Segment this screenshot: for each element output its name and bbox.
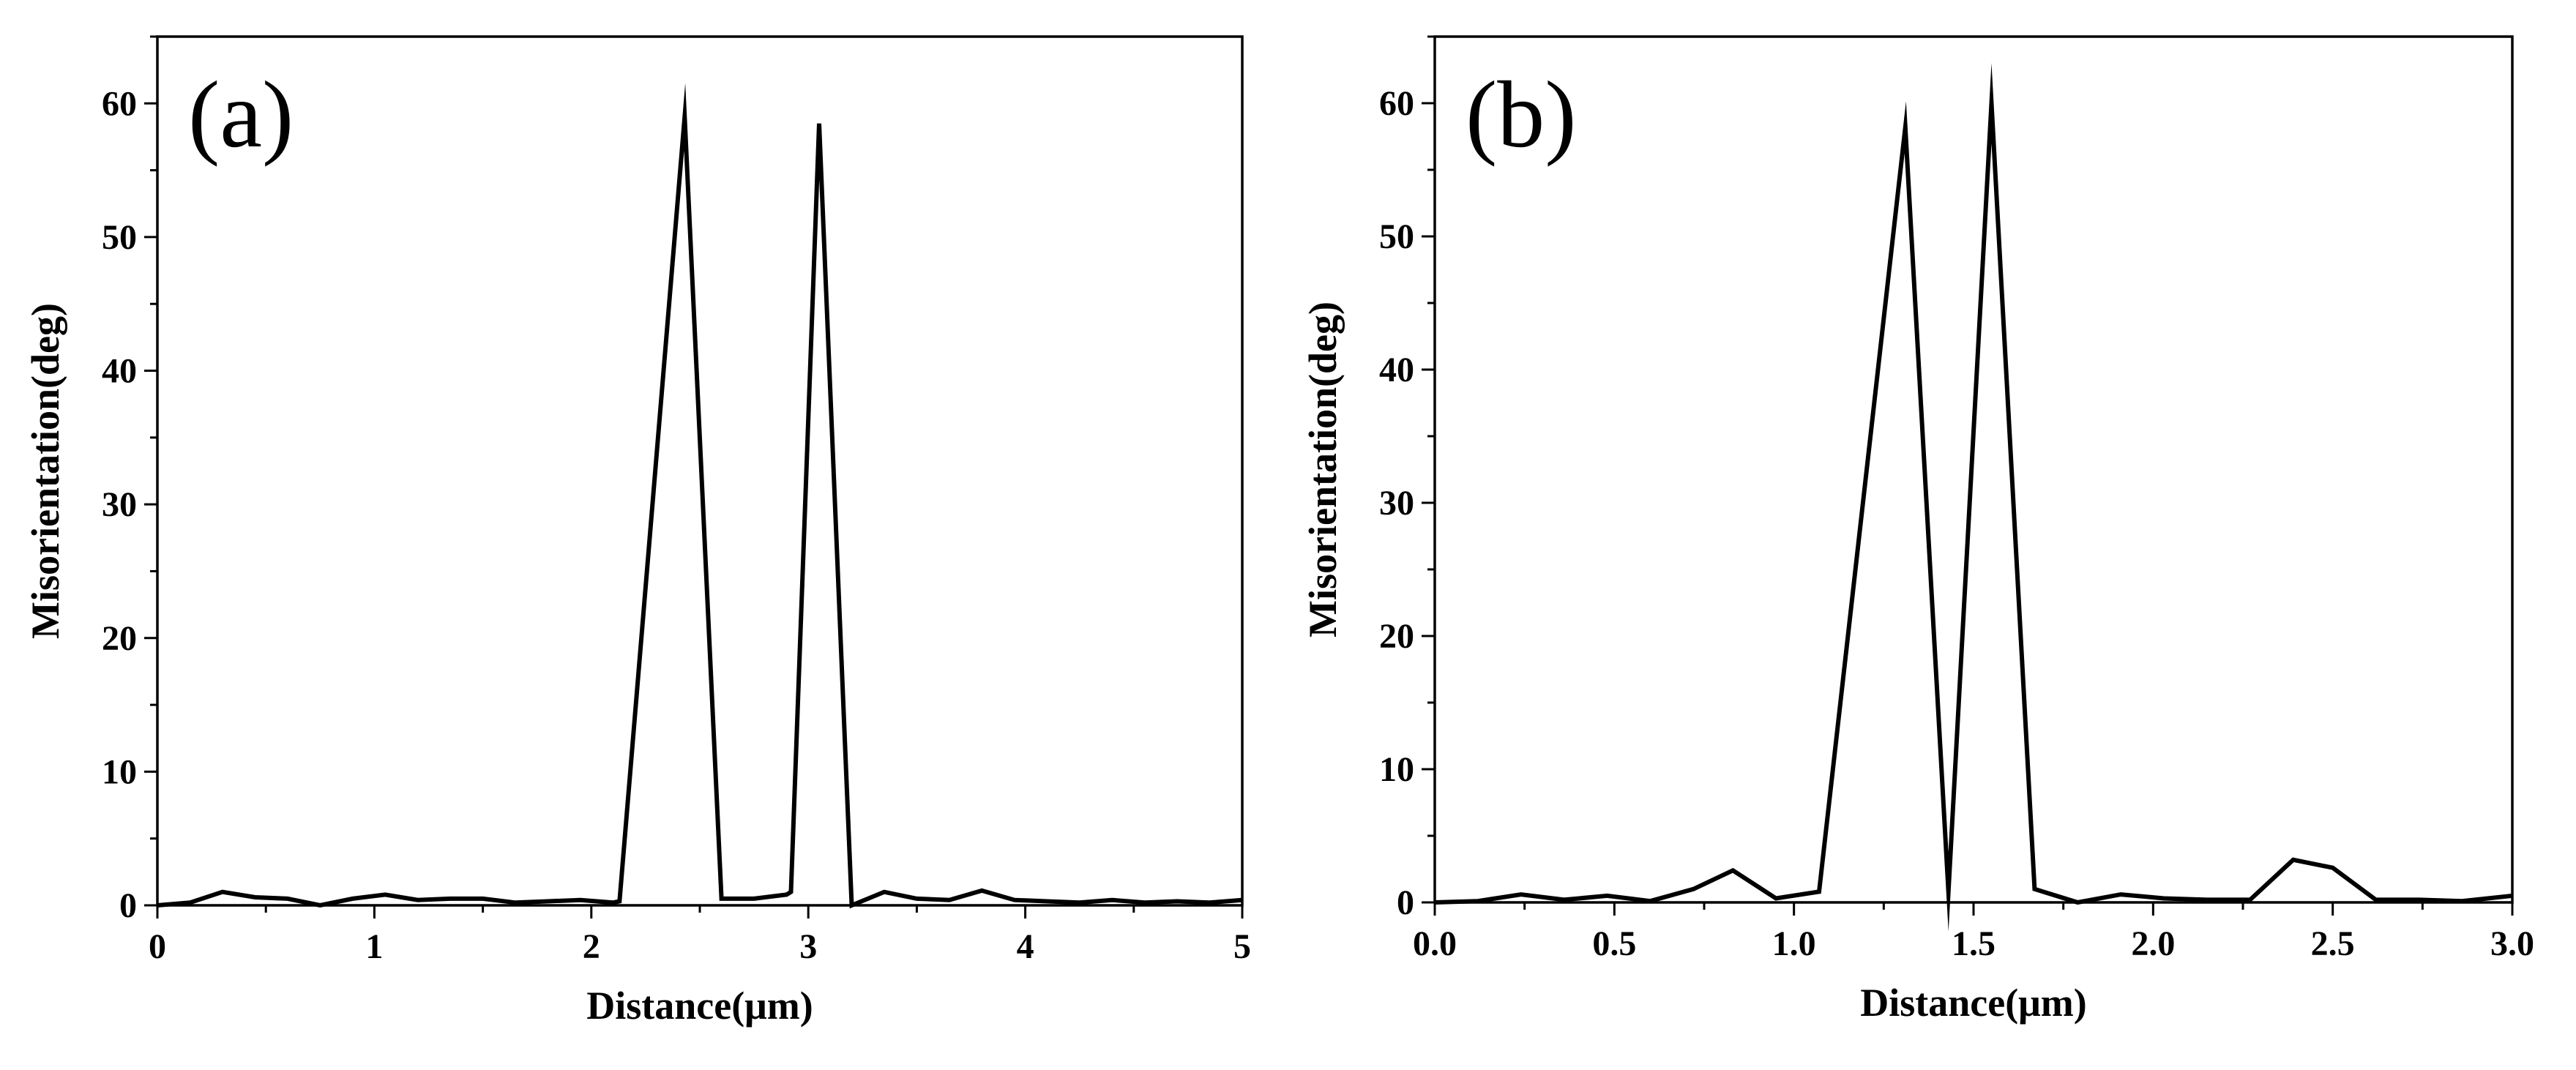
y-axis-label: Misorientation(deg) [23, 303, 67, 639]
y-tick-label: 60 [102, 84, 137, 123]
series-line [157, 83, 1243, 909]
x-tick-label: 2.5 [2311, 924, 2355, 963]
y-tick-label: 20 [102, 619, 137, 658]
x-tick-label: 1.5 [1952, 924, 1996, 963]
x-tick-label: 0 [149, 927, 166, 966]
x-axis-label: Distance(μm) [1860, 981, 2087, 1025]
x-tick-label: 0.5 [1592, 924, 1636, 963]
y-tick-label: 10 [1379, 750, 1414, 789]
y-tick-label: 0 [1397, 883, 1414, 922]
x-tick-label: 3.0 [2490, 924, 2534, 963]
x-tick-label: 1 [365, 927, 383, 966]
x-tick-label: 0.0 [1413, 924, 1457, 963]
x-axis-label: Distance(μm) [586, 984, 813, 1028]
panel-label: (a) [188, 62, 294, 168]
x-tick-label: 2 [583, 927, 600, 966]
y-tick-label: 0 [119, 886, 137, 925]
y-tick-label: 20 [1379, 617, 1414, 656]
y-tick-label: 30 [1379, 484, 1414, 523]
y-tick-label: 40 [102, 352, 137, 391]
y-tick-label: 40 [1379, 351, 1414, 389]
panel-a: 0 10 20 30 40 50 60 0 1 2 3 4 5 Distance(μm) Misorient… [23, 35, 1251, 1028]
x-tick-label: 3 [799, 927, 817, 966]
x-tick-label: 2.0 [2131, 924, 2175, 963]
y-tick-label: 50 [102, 218, 137, 257]
y-tick-label: 50 [1379, 217, 1414, 256]
panel-b: 0 10 20 30 40 50 60 0.0 0.5 1.0 1.5 2.0 2.5 3.0 Distan… [1301, 35, 2534, 1025]
x-tick-label: 4 [1017, 927, 1034, 966]
panel-label: (b) [1466, 62, 1577, 168]
series-line [1434, 63, 2513, 932]
y-axis-label: Misorientation(deg) [1301, 302, 1345, 637]
y-tick-label: 10 [102, 752, 137, 791]
y-tick-label: 30 [102, 485, 137, 524]
y-tick-label: 60 [1379, 84, 1414, 123]
x-tick-label: 1.0 [1772, 924, 1816, 963]
x-tick-label: 5 [1233, 927, 1251, 966]
